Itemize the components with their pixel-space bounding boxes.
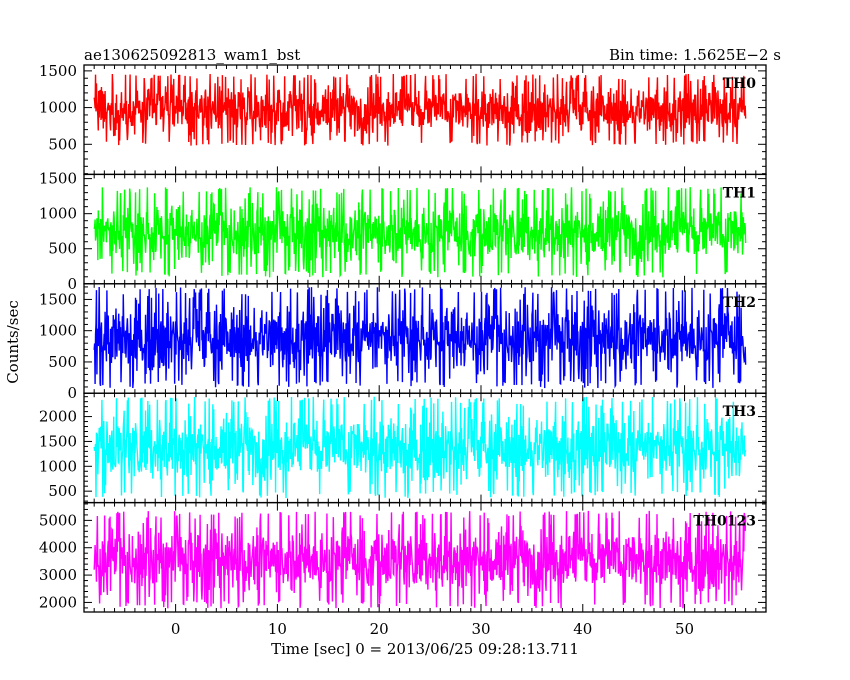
series-line-th0123 (93, 510, 747, 609)
series-line-th3 (93, 396, 747, 498)
panel-label-th2: TH2 (723, 295, 756, 311)
y-tick-label: 500 (48, 240, 77, 258)
y-tick-label: 1500 (39, 62, 77, 80)
panel-th2: 0 500 1000 1500 TH2 (39, 283, 767, 402)
x-tick-label: 50 (675, 620, 694, 638)
panel-label-th1: TH1 (723, 185, 756, 201)
x-tick-label: 20 (370, 620, 389, 638)
y-tick-label: 500 (48, 135, 77, 153)
chart-subtitle: Bin time: 1.5625E−2 s (609, 46, 781, 64)
panel-th3: 500 1000 1500 2000 TH3 (39, 392, 767, 504)
panels: 500 1000 1500 TH0 0 500 1000 1500 TH1 0 500 1000 150… (39, 62, 767, 613)
y-tick-label: 2000 (39, 593, 77, 611)
panel-frame (83, 501, 767, 613)
y-tick-label: 2000 (39, 408, 77, 426)
panel-th1: 0 500 1000 1500 TH1 (39, 170, 767, 293)
x-tick-label: 0 (171, 620, 181, 638)
y-tick-label: 500 (48, 353, 77, 371)
y-tick-label: 0 (67, 275, 77, 293)
y-tick-label: 5000 (39, 511, 77, 529)
panel-label-th0: TH0 (723, 76, 757, 92)
panel-label-th3: TH3 (723, 404, 756, 420)
panel-th0123: 2000 3000 4000 5000 TH0123 (39, 501, 767, 613)
y-tick-label: 1000 (39, 322, 77, 340)
chart-title: ae130625092813_wam1_bst (84, 46, 300, 64)
series-line-th2 (93, 287, 747, 389)
y-tick-label: 500 (48, 482, 77, 500)
series-line-th0 (93, 73, 747, 146)
panel-label-th0123: TH0123 (693, 514, 756, 530)
y-tick-label: 1000 (39, 205, 77, 223)
series-line-th1 (93, 187, 747, 278)
y-tick-label: 1500 (39, 170, 77, 188)
x-tick-label: 30 (471, 620, 490, 638)
y-tick-label: 1500 (39, 432, 77, 450)
x-tick-label: 10 (268, 620, 287, 638)
x-tick-label: 40 (573, 620, 592, 638)
panel-th0: 500 1000 1500 TH0 (39, 62, 767, 176)
y-axis-label: Counts/sec (4, 300, 22, 384)
y-tick-label: 3000 (39, 566, 77, 584)
x-axis-ticks: 0 10 20 30 40 50 (171, 620, 694, 638)
y-tick-label: 4000 (39, 539, 77, 557)
y-tick-label: 1500 (39, 290, 77, 308)
y-tick-label: 1000 (39, 99, 77, 117)
y-tick-label: 1000 (39, 457, 77, 475)
x-axis-label: Time [sec] 0 = 2013/06/25 09:28:13.711 (271, 640, 579, 658)
y-tick-label: 0 (67, 384, 77, 402)
